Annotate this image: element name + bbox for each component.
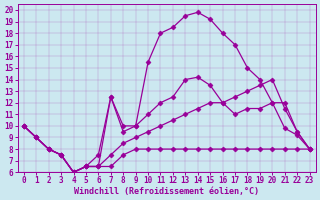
X-axis label: Windchill (Refroidissement éolien,°C): Windchill (Refroidissement éolien,°C) (74, 187, 259, 196)
